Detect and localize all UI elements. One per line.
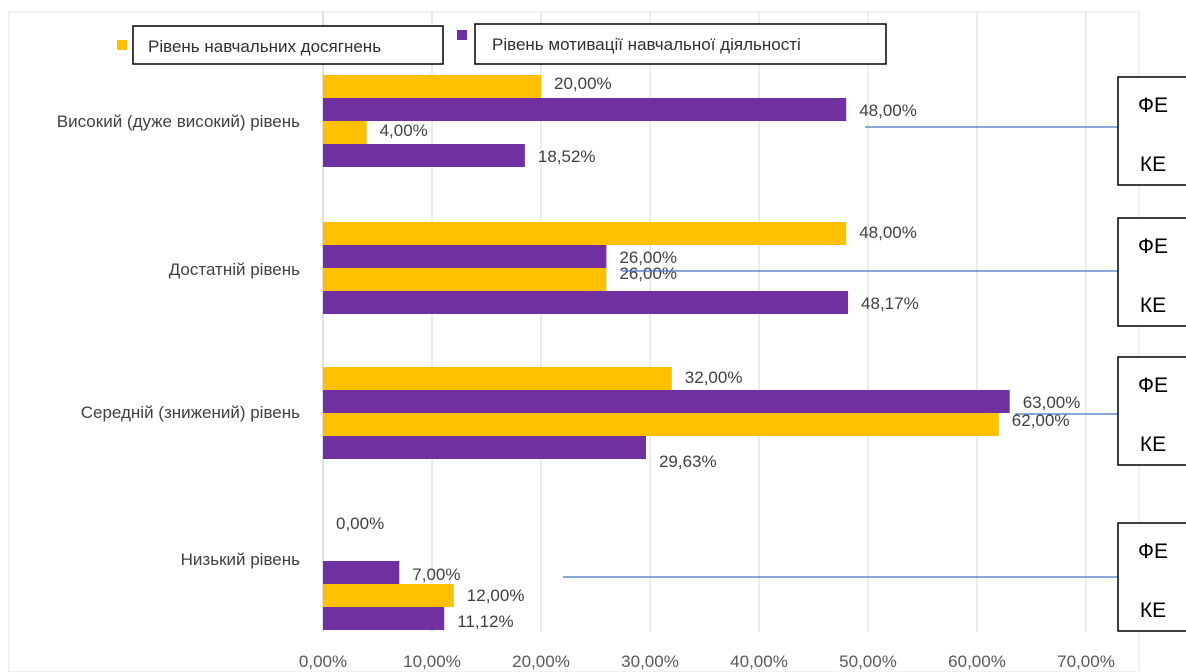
x-tick-label: 50,00% [839, 652, 897, 671]
plot-frame [8, 11, 1140, 672]
data-label: 20,00% [554, 74, 612, 93]
data-label: 48,00% [859, 223, 917, 242]
category-label: Достатній рівень [169, 260, 300, 279]
marker-ke: КЕ [1140, 433, 1166, 456]
legend-swatch-orange [117, 40, 127, 50]
legend: Рівень навчальних досягнень Рівень мотив… [117, 23, 887, 65]
category-label: Високий (дуже високий) рівень [57, 112, 300, 131]
category-label: Низький рівень [181, 550, 300, 569]
data-label: 7,00% [412, 565, 460, 584]
data-label: 62,00% [1012, 411, 1070, 430]
x-tick-label: 30,00% [621, 652, 679, 671]
bar [323, 390, 1010, 413]
bar [323, 607, 445, 630]
bar [323, 413, 999, 436]
data-label: 63,00% [1023, 393, 1081, 412]
data-label: 26,00% [619, 264, 677, 283]
x-tick-label: 40,00% [730, 652, 788, 671]
marker-fe: ФЕ [1138, 235, 1168, 258]
marker-ke: КЕ [1140, 153, 1166, 176]
data-label: 48,00% [859, 101, 917, 120]
bar [323, 291, 849, 314]
data-label: 11,12% [457, 612, 513, 631]
bar [323, 584, 454, 607]
group-marker-box [1117, 76, 1186, 186]
group-markers: ФЕ КЕ ФЕ КЕ ФЕ КЕ ФЕ КЕ [563, 76, 1186, 632]
marker-fe: ФЕ [1138, 374, 1168, 397]
bar [323, 121, 367, 144]
marker-ke: КЕ [1140, 294, 1166, 317]
x-tick-label: 60,00% [948, 652, 1006, 671]
data-label: 4,00% [380, 121, 428, 140]
x-tick-label: 70,00% [1057, 652, 1115, 671]
bar [323, 144, 525, 167]
marker-fe: ФЕ [1138, 540, 1168, 563]
marker-fe: ФЕ [1138, 94, 1168, 117]
x-tick-label: 20,00% [512, 652, 570, 671]
legend-box-left [132, 25, 444, 65]
legend-label-achievement: Рівень навчальних досягнень [148, 37, 381, 56]
x-tick-label: 0,00% [299, 652, 347, 671]
data-label: 18,52% [538, 147, 596, 166]
legend-swatch-purple [457, 30, 467, 40]
bar [323, 98, 847, 121]
category-label: Середній (знижений) рівень [81, 403, 300, 422]
bar [323, 561, 400, 584]
group-marker-box [1117, 522, 1186, 632]
x-tick-label: 10,00% [403, 652, 461, 671]
bar [323, 367, 672, 390]
legend-box-right [474, 23, 887, 65]
axes: 0,00% 10,00% 20,00% 30,00% 40,00% 50,00% 60,00… [57, 112, 1115, 671]
bar [323, 245, 607, 268]
bars [323, 75, 1010, 630]
data-label: 48,17% [861, 294, 919, 313]
group-marker-box [1117, 356, 1186, 466]
group-marker-box [1117, 217, 1186, 327]
data-label: 12,00% [467, 586, 525, 605]
bar [323, 222, 847, 245]
marker-ke: КЕ [1140, 599, 1166, 622]
bar [323, 436, 646, 459]
bar [323, 75, 541, 98]
data-labels: 20,00% 48,00% 4,00% 18,52% 48,00% 26,00%26,00… [336, 74, 1080, 631]
bar [323, 268, 607, 291]
legend-label-motivation: Рівень мотивації навчальної діяльності [492, 35, 801, 54]
data-label: 0,00% [336, 514, 384, 533]
data-label: 26,00% [619, 248, 677, 267]
data-label: 32,00% [685, 368, 743, 387]
data-label: 29,63% [659, 452, 717, 471]
